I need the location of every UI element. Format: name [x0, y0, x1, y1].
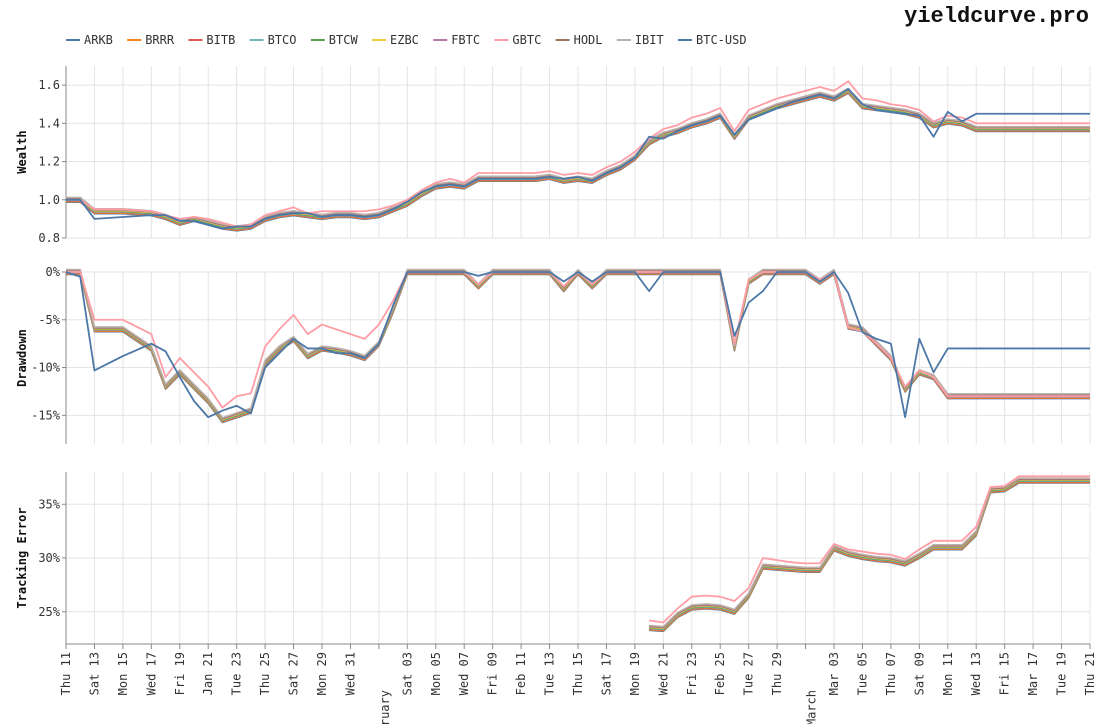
x-tick-label: Thu 11	[59, 652, 73, 695]
legend-label: EZBC	[390, 33, 419, 47]
y-tick-label: -15%	[31, 408, 61, 422]
y-tick-label: 1.0	[38, 193, 60, 207]
x-tick-label: Wed 13	[969, 652, 983, 695]
x-tick-label: February	[378, 690, 392, 724]
x-tick-label: Jan 21	[201, 652, 215, 695]
x-tick-label: Fri 23	[685, 652, 699, 695]
x-tick-label: Wed 17	[144, 652, 158, 695]
x-tick-label: Mar 03	[827, 652, 841, 695]
x-tick-label: Feb 25	[713, 652, 727, 695]
x-tick-label: Sat 17	[599, 652, 613, 695]
x-tick-label: Wed 07	[457, 652, 471, 695]
y-tick-label: 1.4	[38, 116, 60, 130]
legend-label: IBIT	[635, 33, 664, 47]
x-tick-label: Sat 27	[287, 652, 301, 695]
x-tick-label: Thu 07	[884, 652, 898, 695]
y-tick-label: -5%	[38, 313, 60, 327]
y-axis-title: Tracking Error	[15, 507, 29, 608]
legend-label: BTCO	[268, 33, 297, 47]
legend-label: GBTC	[512, 33, 541, 47]
series-line-gbtc	[648, 475, 1090, 624]
x-tick-label: Sat 09	[912, 652, 926, 695]
x-tick-label: Mon 19	[628, 652, 642, 695]
brand-watermark: yieldcurve.pro	[904, 4, 1089, 29]
x-tick-label: Thu 15	[571, 652, 585, 695]
x-tick-label: Feb 11	[514, 652, 528, 695]
x-tick-label: Mon 11	[941, 652, 955, 695]
x-tick-label: Thu 29	[770, 652, 784, 695]
legend-item-gbtc: GBTC	[494, 33, 541, 47]
x-tick-label: Fri 15	[998, 652, 1012, 695]
y-tick-label: 0%	[46, 265, 61, 279]
legend-label: BRRR	[145, 33, 175, 47]
y-tick-label: 30%	[38, 551, 60, 565]
x-tick-label: Tue 19	[1055, 652, 1069, 695]
panel-tracking-error: 25% 30% 35% Tracking Error	[15, 472, 1091, 644]
x-tick-label: Mon 29	[315, 652, 329, 695]
legend-item-ezbc: EZBC	[372, 33, 419, 47]
legend-label: FBTC	[451, 33, 480, 47]
x-tick-label: Fri 09	[486, 652, 500, 695]
y-axis-title: Wealth	[15, 130, 29, 173]
legend-label: ARKB	[84, 33, 113, 47]
x-tick-label: Wed 31	[343, 652, 357, 695]
x-tick-label: Sat 13	[87, 652, 101, 695]
y-tick-label: -10%	[31, 361, 61, 375]
x-tick-label: Fri 19	[173, 652, 187, 695]
x-tick-label: Tue 13	[543, 652, 557, 695]
x-tick-label: Tue 23	[230, 652, 244, 695]
legend-item-btco: BTCO	[249, 33, 297, 47]
y-tick-label: 1.2	[38, 155, 60, 169]
series-line-arkb	[66, 88, 1090, 230]
series-line-fund-8	[649, 477, 1090, 628]
series-line-arkb	[65, 271, 1090, 419]
y-axis-title: Drawdown	[15, 329, 29, 387]
x-tick-label: Sat 03	[400, 652, 414, 695]
x-tick-label: March	[805, 690, 819, 724]
legend-item-btc-usd: BTC-USD	[678, 33, 747, 47]
legend-item-arkb: ARKB	[66, 33, 113, 47]
legend-item-ibit: IBIT	[616, 33, 664, 47]
legend-label: BITB	[206, 33, 235, 47]
x-tick-label: Mar 17	[1026, 652, 1040, 695]
x-tick-label: Tue 27	[742, 652, 756, 695]
legend-item-hodl: HODL	[555, 33, 603, 47]
y-tick-label: 25%	[38, 605, 60, 619]
panel-wealth: 0.8 1.0 1.2 1.4 1.6 Wealth	[15, 66, 1091, 245]
legend-label: BTCW	[329, 33, 359, 47]
x-tick-label: Wed 21	[656, 652, 670, 695]
panel-drawdown: 0% -5% -10% -15% Drawdown	[15, 265, 1091, 444]
legend-item-fbtc: FBTC	[433, 33, 480, 47]
x-tick-label: Thu 25	[258, 652, 272, 695]
y-tick-label: 35%	[38, 497, 60, 511]
legend-item-bitb: BITB	[188, 33, 235, 47]
series-line-gbtc	[66, 80, 1090, 228]
x-tick-label: Thu 21	[1083, 652, 1097, 695]
x-tick-label: Mon 15	[116, 652, 130, 695]
legend-item-brrr: BRRR	[127, 33, 175, 47]
series-line-gbtc	[66, 271, 1090, 409]
x-tick-label: Mon 05	[429, 652, 443, 695]
legend-item-btcw: BTCW	[310, 33, 359, 47]
legend-label: HODL	[574, 33, 603, 47]
legend-label: BTC-USD	[696, 33, 747, 47]
x-tick-label: Tue 05	[855, 652, 869, 695]
y-tick-label: 0.8	[38, 231, 60, 245]
y-tick-label: 1.6	[38, 78, 60, 92]
